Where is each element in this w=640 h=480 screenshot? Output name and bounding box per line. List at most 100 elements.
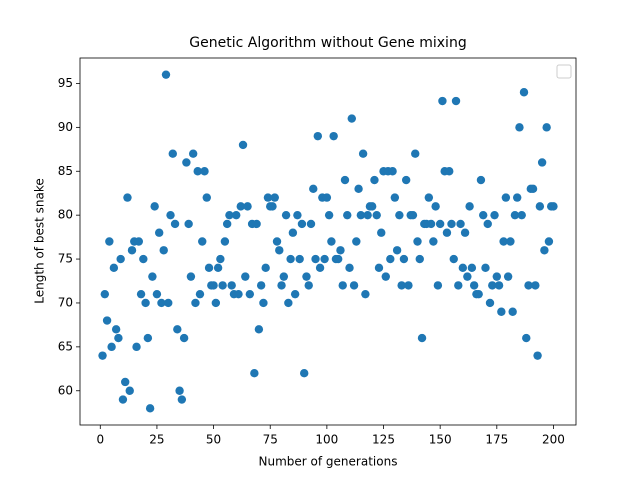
point: [114, 333, 123, 343]
point: [338, 281, 347, 290]
point: [148, 272, 157, 281]
point: [329, 131, 338, 141]
point: [494, 281, 504, 290]
point: [513, 193, 522, 202]
point: [336, 246, 345, 255]
point: [449, 254, 458, 264]
point: [161, 70, 171, 79]
point: [256, 281, 266, 290]
point: [213, 263, 223, 273]
point: [544, 237, 554, 246]
point: [111, 325, 121, 334]
y-tick-label: 65: [58, 339, 73, 353]
point: [401, 175, 411, 185]
point: [519, 88, 529, 97]
point: [488, 281, 497, 290]
point: [510, 210, 520, 220]
point: [481, 263, 490, 273]
point: [533, 351, 542, 360]
point: [302, 272, 311, 281]
point: [390, 193, 400, 202]
point: [191, 298, 200, 308]
point: [252, 219, 261, 229]
point: [118, 395, 128, 404]
point: [188, 149, 198, 158]
y-tick-label: 85: [58, 164, 73, 178]
point: [313, 131, 323, 141]
point: [392, 246, 402, 255]
point: [522, 333, 531, 343]
point: [374, 263, 384, 273]
x-tick-label: 150: [429, 433, 452, 447]
point: [372, 210, 381, 220]
point: [220, 237, 230, 246]
point: [333, 254, 343, 264]
point: [100, 289, 110, 299]
point: [202, 193, 211, 202]
point: [116, 254, 125, 264]
x-tick-label: 0: [96, 433, 104, 447]
point: [109, 263, 119, 273]
point: [179, 333, 189, 343]
point: [324, 210, 334, 220]
point: [139, 254, 148, 264]
y-tick-label: 80: [58, 208, 73, 222]
point: [281, 210, 291, 220]
point: [186, 272, 196, 281]
point: [497, 307, 506, 316]
point: [438, 96, 447, 106]
point: [413, 237, 422, 246]
point: [182, 158, 191, 167]
point: [123, 193, 132, 202]
point: [245, 289, 255, 299]
x-axis-label: Number of generations: [259, 455, 398, 469]
point: [411, 149, 420, 158]
point: [272, 237, 282, 246]
point: [173, 325, 182, 334]
point: [429, 237, 438, 246]
point: [177, 395, 187, 404]
point: [200, 167, 209, 176]
point: [531, 281, 540, 290]
point: [261, 263, 270, 273]
point: [141, 298, 150, 308]
point: [503, 272, 513, 281]
point: [293, 210, 302, 220]
point: [447, 219, 456, 229]
x-tick-label: 200: [542, 433, 565, 447]
point: [467, 263, 477, 273]
point: [193, 167, 202, 176]
point: [386, 254, 395, 264]
point: [288, 228, 298, 237]
y-tick-label: 60: [58, 383, 73, 397]
point: [517, 210, 526, 220]
point: [469, 281, 479, 290]
point: [476, 175, 486, 185]
x-tick-label: 50: [206, 433, 221, 447]
point: [445, 167, 454, 176]
legend-box: [556, 64, 572, 79]
point: [279, 272, 289, 281]
point: [259, 298, 268, 308]
point: [121, 377, 130, 387]
point: [367, 202, 377, 211]
point: [508, 307, 517, 316]
point: [415, 254, 424, 264]
point: [315, 263, 325, 273]
point: [458, 263, 468, 273]
point: [451, 96, 461, 106]
point: [515, 123, 524, 132]
point: [234, 289, 243, 299]
point: [225, 210, 234, 220]
point: [232, 210, 241, 220]
axes-frame: [79, 57, 577, 426]
point: [164, 298, 173, 308]
point: [218, 281, 227, 290]
point: [290, 289, 300, 299]
point: [358, 149, 368, 158]
point: [354, 184, 363, 194]
point: [361, 289, 370, 299]
point: [211, 298, 221, 308]
